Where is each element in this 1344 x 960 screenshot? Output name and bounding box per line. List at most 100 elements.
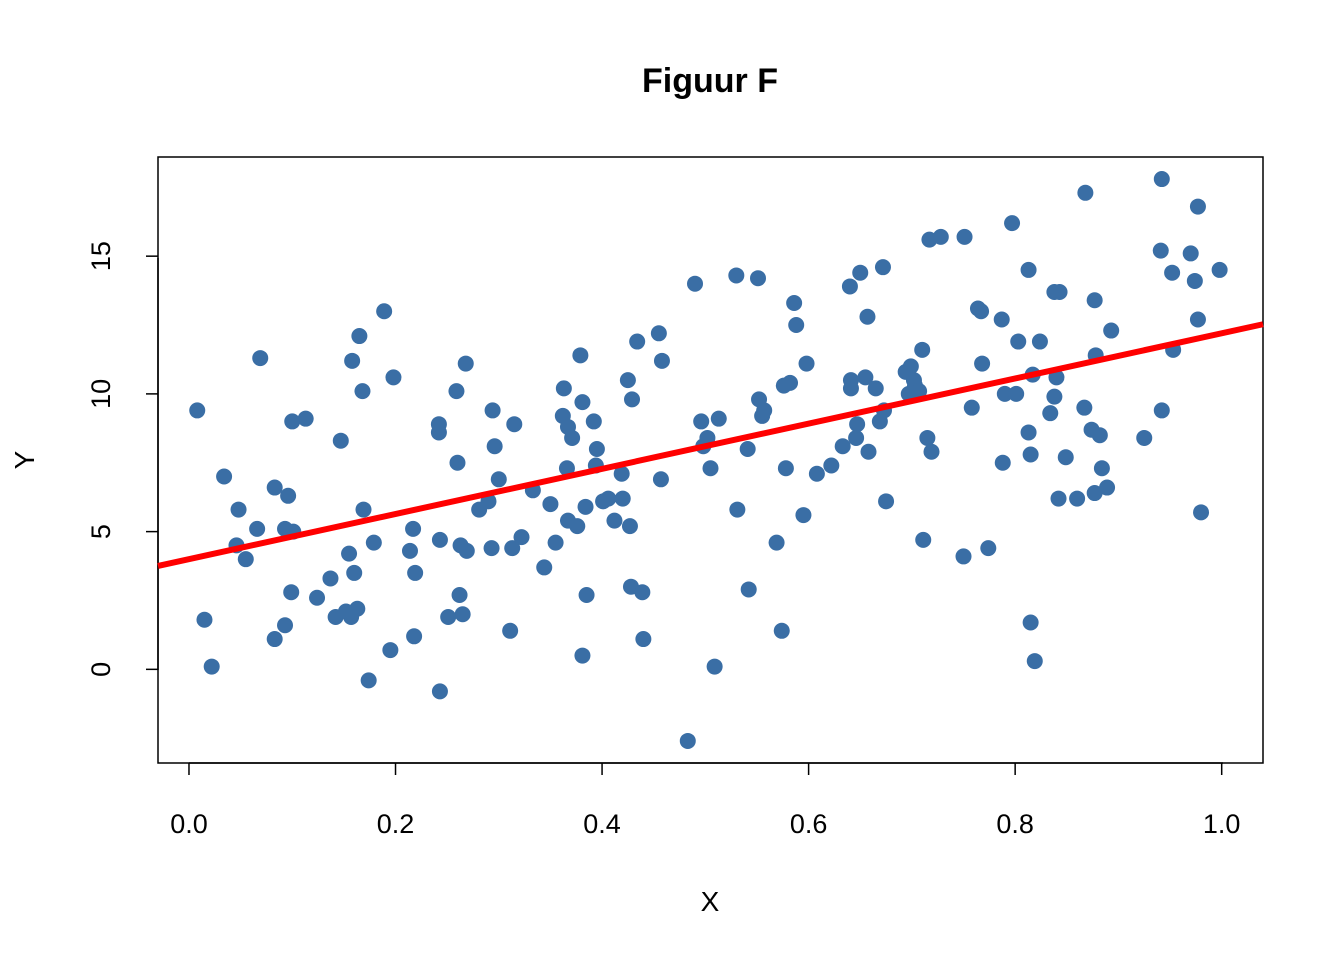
data-point bbox=[1010, 333, 1027, 350]
data-point bbox=[504, 540, 521, 557]
data-point bbox=[878, 493, 895, 510]
data-point bbox=[1164, 264, 1181, 281]
data-point bbox=[1103, 322, 1120, 339]
data-point bbox=[974, 355, 991, 372]
data-point bbox=[457, 355, 474, 372]
data-point bbox=[252, 350, 269, 367]
data-point bbox=[341, 545, 358, 562]
data-point bbox=[322, 570, 339, 587]
data-point bbox=[706, 658, 723, 675]
data-point bbox=[277, 617, 294, 634]
data-point bbox=[914, 341, 931, 358]
data-point bbox=[782, 374, 799, 391]
data-point bbox=[1051, 283, 1068, 300]
data-point bbox=[490, 471, 507, 488]
data-point bbox=[354, 383, 371, 400]
data-point bbox=[266, 479, 283, 496]
data-point bbox=[578, 586, 595, 603]
data-point bbox=[1042, 405, 1059, 422]
data-point bbox=[506, 416, 523, 433]
x-tick-label: 1.0 bbox=[1203, 809, 1241, 839]
data-point bbox=[768, 534, 785, 551]
data-point bbox=[569, 518, 586, 535]
data-point bbox=[349, 600, 366, 617]
data-point bbox=[585, 413, 602, 430]
data-point bbox=[739, 440, 756, 457]
regression-line bbox=[157, 321, 1264, 569]
data-point bbox=[558, 460, 575, 477]
data-point bbox=[1026, 653, 1043, 670]
data-point bbox=[440, 609, 457, 626]
data-point bbox=[1031, 333, 1048, 350]
data-point bbox=[588, 440, 605, 457]
data-point bbox=[284, 413, 301, 430]
data-point bbox=[740, 581, 757, 598]
data-point bbox=[1099, 479, 1116, 496]
data-point bbox=[1086, 485, 1103, 502]
data-point bbox=[1136, 429, 1153, 446]
data-point bbox=[980, 540, 997, 557]
data-point bbox=[376, 303, 393, 320]
data-point bbox=[955, 548, 972, 565]
data-point bbox=[606, 512, 623, 529]
data-point bbox=[189, 402, 206, 419]
data-point bbox=[344, 352, 361, 369]
data-point bbox=[710, 410, 727, 427]
data-point bbox=[216, 468, 233, 485]
data-point bbox=[956, 228, 973, 245]
data-point bbox=[1050, 490, 1067, 507]
data-point bbox=[1022, 446, 1039, 463]
data-point bbox=[1004, 215, 1021, 232]
data-point bbox=[1086, 292, 1103, 309]
data-point bbox=[351, 328, 368, 345]
data-point bbox=[849, 416, 866, 433]
data-point bbox=[1211, 261, 1228, 278]
y-tick-label: 10 bbox=[86, 379, 116, 409]
data-point bbox=[653, 352, 670, 369]
data-point bbox=[1046, 388, 1063, 405]
data-point bbox=[365, 534, 382, 551]
data-points bbox=[189, 171, 1228, 749]
data-point bbox=[600, 490, 617, 507]
data-point bbox=[702, 460, 719, 477]
data-point bbox=[536, 559, 553, 576]
data-point bbox=[773, 622, 790, 639]
data-point bbox=[859, 308, 876, 325]
data-point bbox=[431, 531, 448, 548]
y-tick-label: 5 bbox=[86, 524, 116, 539]
data-point bbox=[923, 443, 940, 460]
data-point bbox=[911, 383, 928, 400]
data-point bbox=[1152, 242, 1169, 259]
y-ticks: 0 5 10 15 bbox=[86, 241, 158, 677]
data-point bbox=[857, 369, 874, 386]
data-point bbox=[652, 471, 669, 488]
data-point bbox=[613, 465, 630, 482]
x-axis-label: X bbox=[701, 886, 720, 917]
data-point bbox=[619, 372, 636, 389]
data-point bbox=[483, 540, 500, 557]
data-point bbox=[650, 325, 667, 342]
data-point bbox=[635, 631, 652, 648]
data-point bbox=[808, 465, 825, 482]
data-point bbox=[693, 413, 710, 430]
y-tick-label: 15 bbox=[86, 241, 116, 271]
data-point bbox=[756, 402, 773, 419]
data-point bbox=[932, 228, 949, 245]
data-point bbox=[634, 584, 651, 601]
data-point bbox=[406, 628, 423, 645]
data-point bbox=[385, 369, 402, 386]
data-point bbox=[449, 454, 466, 471]
chart-title: Figuur F bbox=[642, 62, 778, 100]
data-point bbox=[621, 518, 638, 535]
data-point bbox=[249, 520, 266, 537]
x-axis: 0.0 0.2 0.4 0.6 0.8 1.0 bbox=[170, 762, 1241, 839]
data-point bbox=[902, 358, 919, 375]
data-point bbox=[1186, 272, 1203, 289]
data-point bbox=[486, 438, 503, 455]
data-point bbox=[555, 380, 572, 397]
data-point bbox=[355, 501, 372, 518]
data-point bbox=[1182, 245, 1199, 262]
data-point bbox=[687, 275, 704, 292]
data-point bbox=[1022, 614, 1039, 631]
data-point bbox=[679, 732, 696, 749]
